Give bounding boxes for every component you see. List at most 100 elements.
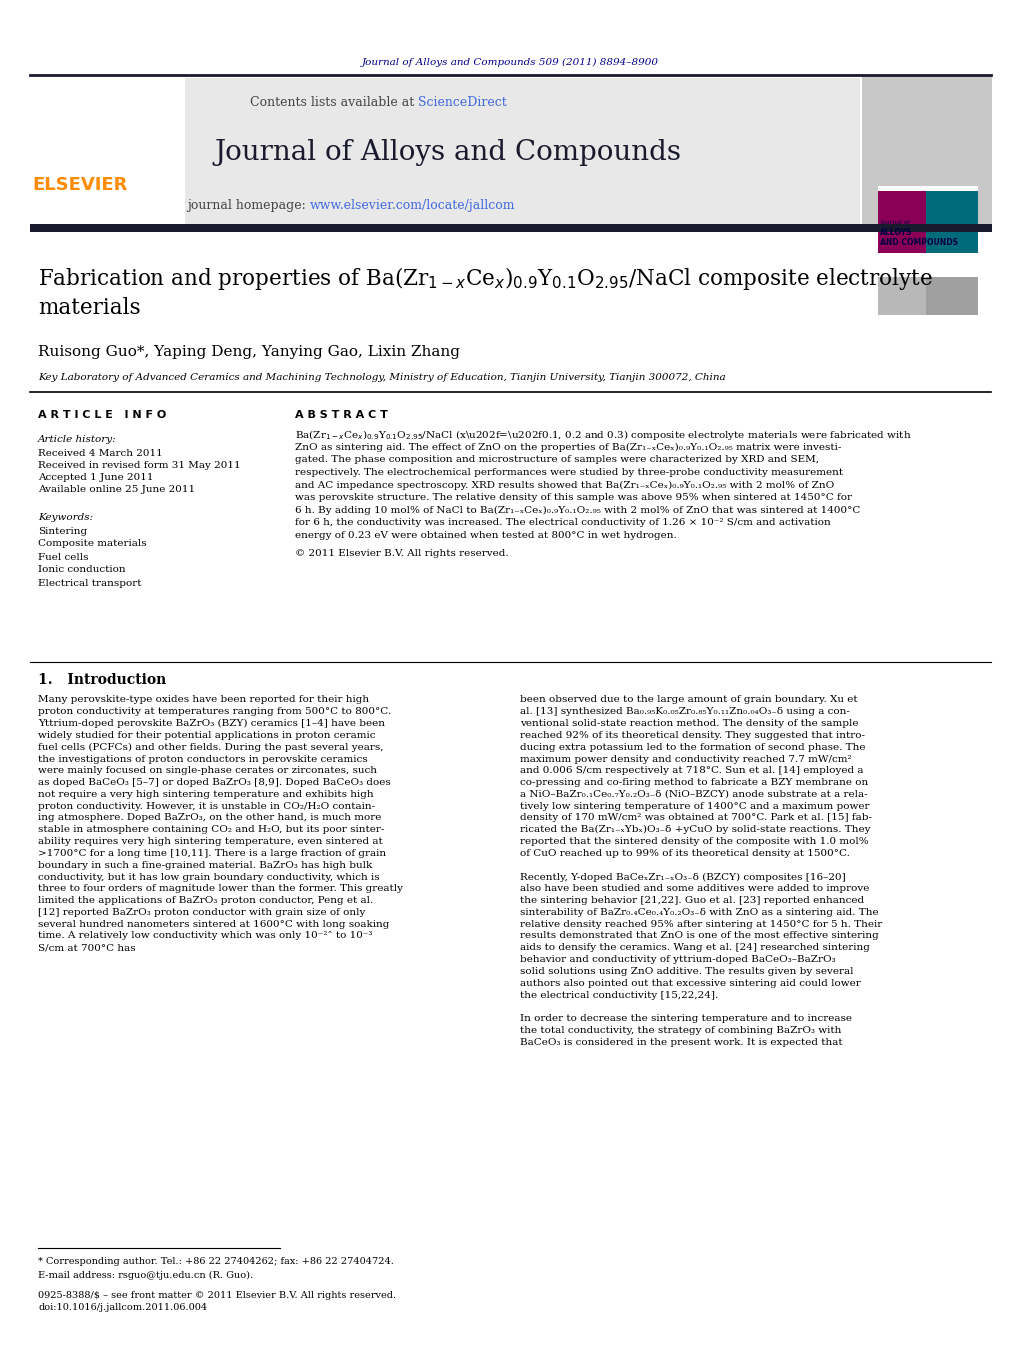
Text: al. [13] synthesized Ba₀.₉₅K₀.₀₅Zr₀.₈₅Y₀.₁₁Zn₀.₀₄O₃₋δ using a con-: al. [13] synthesized Ba₀.₉₅K₀.₀₅Zr₀.₈₅Y₀… — [520, 708, 849, 716]
Text: energy of 0.23 eV were obtained when tested at 800°C in wet hydrogen.: energy of 0.23 eV were obtained when tes… — [295, 531, 677, 539]
Text: BaCeO₃ is considered in the present work. It is expected that: BaCeO₃ is considered in the present work… — [520, 1038, 842, 1047]
Text: for 6 h, the conductivity was increased. The electrical conductivity of 1.26 × 1: for 6 h, the conductivity was increased.… — [295, 517, 831, 527]
Text: been observed due to the large amount of grain boundary. Xu et: been observed due to the large amount of… — [520, 696, 858, 704]
Text: density of 170 mW/cm² was obtained at 700°C. Park et al. [15] fab-: density of 170 mW/cm² was obtained at 70… — [520, 813, 872, 823]
Text: as doped BaCeO₃ [5–7] or doped BaZrO₃ [8,9]. Doped BaCeO₃ does: as doped BaCeO₃ [5–7] or doped BaZrO₃ [8… — [38, 778, 391, 788]
Text: Fuel cells: Fuel cells — [38, 553, 89, 562]
Text: Ba(Zr$_{1-x}$Ce$_x$)$_{0.9}$Y$_{0.1}$O$_{2.95}$/NaCl (x\u202f=\u202f0.1, 0.2 and: Ba(Zr$_{1-x}$Ce$_x$)$_{0.9}$Y$_{0.1}$O$_… — [295, 428, 912, 442]
Text: authors also pointed out that excessive sintering aid could lower: authors also pointed out that excessive … — [520, 978, 861, 988]
Text: In order to decrease the sintering temperature and to increase: In order to decrease the sintering tempe… — [520, 1015, 852, 1023]
Text: results demonstrated that ZnO is one of the most effective sintering: results demonstrated that ZnO is one of … — [520, 931, 879, 940]
Text: proton conductivity at temperatures ranging from 500°C to 800°C.: proton conductivity at temperatures rang… — [38, 708, 391, 716]
Text: Received in revised form 31 May 2011: Received in revised form 31 May 2011 — [38, 462, 241, 470]
Text: www.elsevier.com/locate/jallcom: www.elsevier.com/locate/jallcom — [310, 199, 516, 212]
Text: materials: materials — [38, 297, 141, 319]
Text: 6 h. By adding 10 mol% of NaCl to Ba(Zr₁₋ₓCeₓ)₀.₉Y₀.₁O₂.₉₅ with 2 mol% of ZnO th: 6 h. By adding 10 mol% of NaCl to Ba(Zr₁… — [295, 505, 861, 515]
Text: ELSEVIER: ELSEVIER — [33, 176, 128, 195]
Text: Key Laboratory of Advanced Ceramics and Machining Technology, Ministry of Educat: Key Laboratory of Advanced Ceramics and … — [38, 373, 726, 381]
Text: co-pressing and co-firing method to fabricate a BZY membrane on: co-pressing and co-firing method to fabr… — [520, 778, 868, 788]
Text: gated. The phase composition and microstructure of samples were characterized by: gated. The phase composition and microst… — [295, 455, 819, 465]
Text: also have been studied and some additives were added to improve: also have been studied and some additive… — [520, 885, 869, 893]
Text: doi:10.1016/j.jallcom.2011.06.004: doi:10.1016/j.jallcom.2011.06.004 — [38, 1304, 207, 1313]
Text: Sintering: Sintering — [38, 527, 87, 535]
Text: ing atmosphere. Doped BaZrO₃, on the other hand, is much more: ing atmosphere. Doped BaZrO₃, on the oth… — [38, 813, 382, 823]
Text: ducing extra potassium led to the formation of second phase. The: ducing extra potassium led to the format… — [520, 743, 866, 751]
Text: © 2011 Elsevier B.V. All rights reserved.: © 2011 Elsevier B.V. All rights reserved… — [295, 549, 508, 558]
Bar — [30, 78, 860, 228]
Text: a NiO–BaZr₀.₁Ce₀.₇Y₀.₂O₃₋δ (NiO–BZCY) anode substrate at a rela-: a NiO–BaZr₀.₁Ce₀.₇Y₀.₂O₃₋δ (NiO–BZCY) an… — [520, 790, 868, 798]
Text: conductivity, but it has low grain boundary conductivity, which is: conductivity, but it has low grain bound… — [38, 873, 380, 881]
Text: several hundred nanometers sintered at 1600°C with long soaking: several hundred nanometers sintered at 1… — [38, 920, 389, 928]
Text: and AC impedance spectroscopy. XRD results showed that Ba(Zr₁₋ₓCeₓ)₀.₉Y₀.₁O₂.₉₅ : and AC impedance spectroscopy. XRD resul… — [295, 481, 834, 489]
Bar — [926, 190, 978, 253]
Text: Keywords:: Keywords: — [38, 513, 93, 523]
Text: behavior and conductivity of yttrium-doped BaCeO₃–BaZrO₃: behavior and conductivity of yttrium-dop… — [520, 955, 835, 965]
Text: S/cm at 700°C has: S/cm at 700°C has — [38, 943, 136, 952]
Text: >1700°C for a long time [10,11]. There is a large fraction of grain: >1700°C for a long time [10,11]. There i… — [38, 848, 386, 858]
Text: the total conductivity, the strategy of combining BaZrO₃ with: the total conductivity, the strategy of … — [520, 1025, 841, 1035]
Text: Composite materials: Composite materials — [38, 539, 147, 549]
Text: Fabrication and properties of Ba(Zr$_{1-x}$Ce$_x$)$_{0.9}$Y$_{0.1}$O$_{2.95}$/Na: Fabrication and properties of Ba(Zr$_{1-… — [38, 265, 933, 292]
Text: and 0.006 S/cm respectively at 718°C. Sun et al. [14] employed a: and 0.006 S/cm respectively at 718°C. Su… — [520, 766, 864, 775]
Text: * Corresponding author. Tel.: +86 22 27404262; fax: +86 22 27404724.: * Corresponding author. Tel.: +86 22 274… — [38, 1258, 394, 1266]
Text: aids to densify the ceramics. Wang et al. [24] researched sintering: aids to densify the ceramics. Wang et al… — [520, 943, 870, 952]
Text: Ionic conduction: Ionic conduction — [38, 566, 126, 574]
Text: the investigations of proton conductors in perovskite ceramics: the investigations of proton conductors … — [38, 754, 368, 763]
Text: ALLOYS
AND COMPOUNDS: ALLOYS AND COMPOUNDS — [880, 228, 958, 247]
Text: respectively. The electrochemical performances were studied by three-probe condu: respectively. The electrochemical perfor… — [295, 467, 843, 477]
Text: journal homepage:: journal homepage: — [187, 199, 310, 212]
Text: widely studied for their potential applications in proton ceramic: widely studied for their potential appli… — [38, 731, 376, 740]
Text: A B S T R A C T: A B S T R A C T — [295, 409, 388, 420]
Text: limited the applications of BaZrO₃ proton conductor, Peng et al.: limited the applications of BaZrO₃ proto… — [38, 896, 374, 905]
Text: 0925-8388/$ – see front matter © 2011 Elsevier B.V. All rights reserved.: 0925-8388/$ – see front matter © 2011 El… — [38, 1290, 396, 1300]
Text: tively low sintering temperature of 1400°C and a maximum power: tively low sintering temperature of 1400… — [520, 801, 870, 811]
Bar — [878, 277, 926, 315]
Bar — [862, 76, 992, 228]
Text: Contents lists available at: Contents lists available at — [250, 96, 418, 109]
Text: Recently, Y-doped BaCeₓZr₁₋ₓO₃₋δ (BZCY) composites [16–20]: Recently, Y-doped BaCeₓZr₁₋ₓO₃₋δ (BZCY) … — [520, 873, 845, 882]
Text: relative density reached 95% after sintering at 1450°C for 5 h. Their: relative density reached 95% after sinte… — [520, 920, 882, 928]
Text: stable in atmosphere containing CO₂ and H₂O, but its poor sinter-: stable in atmosphere containing CO₂ and … — [38, 825, 384, 835]
Text: of CuO reached up to 99% of its theoretical density at 1500°C.: of CuO reached up to 99% of its theoreti… — [520, 848, 849, 858]
Text: ricated the Ba(Zr₁₋ₓYbₓ)O₃₋δ +yCuO by solid-state reactions. They: ricated the Ba(Zr₁₋ₓYbₓ)O₃₋δ +yCuO by so… — [520, 825, 871, 835]
Text: Accepted 1 June 2011: Accepted 1 June 2011 — [38, 473, 153, 482]
Text: Received 4 March 2011: Received 4 March 2011 — [38, 450, 162, 458]
Bar — [926, 277, 978, 315]
Text: proton conductivity. However, it is unstable in CO₂/H₂O contain-: proton conductivity. However, it is unst… — [38, 801, 375, 811]
Bar — [878, 190, 926, 253]
Text: boundary in such a fine-grained material. BaZrO₃ has high bulk: boundary in such a fine-grained material… — [38, 861, 373, 870]
Text: not require a very high sintering temperature and exhibits high: not require a very high sintering temper… — [38, 790, 374, 798]
Bar — [30, 224, 992, 232]
Text: [12] reported BaZrO₃ proton conductor with grain size of only: [12] reported BaZrO₃ proton conductor wi… — [38, 908, 366, 917]
Text: Journal of: Journal of — [880, 220, 910, 226]
Text: maximum power density and conductivity reached 7.7 mW/cm²: maximum power density and conductivity r… — [520, 754, 852, 763]
Text: ventional solid-state reaction method. The density of the sample: ventional solid-state reaction method. T… — [520, 719, 859, 728]
Text: ScienceDirect: ScienceDirect — [418, 96, 506, 109]
Text: the sintering behavior [21,22]. Guo et al. [23] reported enhanced: the sintering behavior [21,22]. Guo et a… — [520, 896, 864, 905]
Text: were mainly focused on single-phase cerates or zirconates, such: were mainly focused on single-phase cera… — [38, 766, 377, 775]
Bar — [30, 76, 185, 228]
Text: reported that the sintered density of the composite with 1.0 mol%: reported that the sintered density of th… — [520, 838, 869, 846]
Text: fuel cells (PCFCs) and other fields. During the past several years,: fuel cells (PCFCs) and other fields. Dur… — [38, 743, 384, 751]
Text: Journal of Alloys and Compounds: Journal of Alloys and Compounds — [214, 139, 681, 166]
Text: sinterability of BaZr₀.₄Ce₀.₄Y₀.₂O₃₋δ with ZnO as a sintering aid. The: sinterability of BaZr₀.₄Ce₀.₄Y₀.₂O₃₋δ wi… — [520, 908, 879, 917]
Text: Article history:: Article history: — [38, 435, 116, 444]
Text: the electrical conductivity [15,22,24].: the electrical conductivity [15,22,24]. — [520, 990, 718, 1000]
Text: Yttrium-doped perovskite BaZrO₃ (BZY) ceramics [1–4] have been: Yttrium-doped perovskite BaZrO₃ (BZY) ce… — [38, 719, 385, 728]
Text: Ruisong Guo*, Yaping Deng, Yanying Gao, Lixin Zhang: Ruisong Guo*, Yaping Deng, Yanying Gao, … — [38, 345, 460, 359]
Text: Many perovskite-type oxides have been reported for their high: Many perovskite-type oxides have been re… — [38, 696, 370, 704]
Text: time. A relatively low conductivity which was only 10⁻²˄ to 10⁻³: time. A relatively low conductivity whic… — [38, 931, 373, 940]
Text: was perovskite structure. The relative density of this sample was above 95% when: was perovskite structure. The relative d… — [295, 493, 852, 503]
Text: Available online 25 June 2011: Available online 25 June 2011 — [38, 485, 195, 494]
Text: solid solutions using ZnO additive. The results given by several: solid solutions using ZnO additive. The … — [520, 967, 854, 975]
Text: E-mail address: rsguo@tju.edu.cn (R. Guo).: E-mail address: rsguo@tju.edu.cn (R. Guo… — [38, 1270, 253, 1279]
Text: A R T I C L E   I N F O: A R T I C L E I N F O — [38, 409, 166, 420]
Text: Electrical transport: Electrical transport — [38, 578, 142, 588]
Bar — [878, 186, 978, 218]
Text: 1.   Introduction: 1. Introduction — [38, 673, 166, 688]
Text: three to four orders of magnitude lower than the former. This greatly: three to four orders of magnitude lower … — [38, 885, 403, 893]
Text: ability requires very high sintering temperature, even sintered at: ability requires very high sintering tem… — [38, 838, 383, 846]
Text: Journal of Alloys and Compounds 509 (2011) 8894–8900: Journal of Alloys and Compounds 509 (201… — [361, 58, 659, 66]
Text: reached 92% of its theoretical density. They suggested that intro-: reached 92% of its theoretical density. … — [520, 731, 865, 740]
Text: ZnO as sintering aid. The effect of ZnO on the properties of Ba(Zr₁₋ₓCeₓ)₀.₉Y₀.₁: ZnO as sintering aid. The effect of ZnO … — [295, 443, 841, 453]
